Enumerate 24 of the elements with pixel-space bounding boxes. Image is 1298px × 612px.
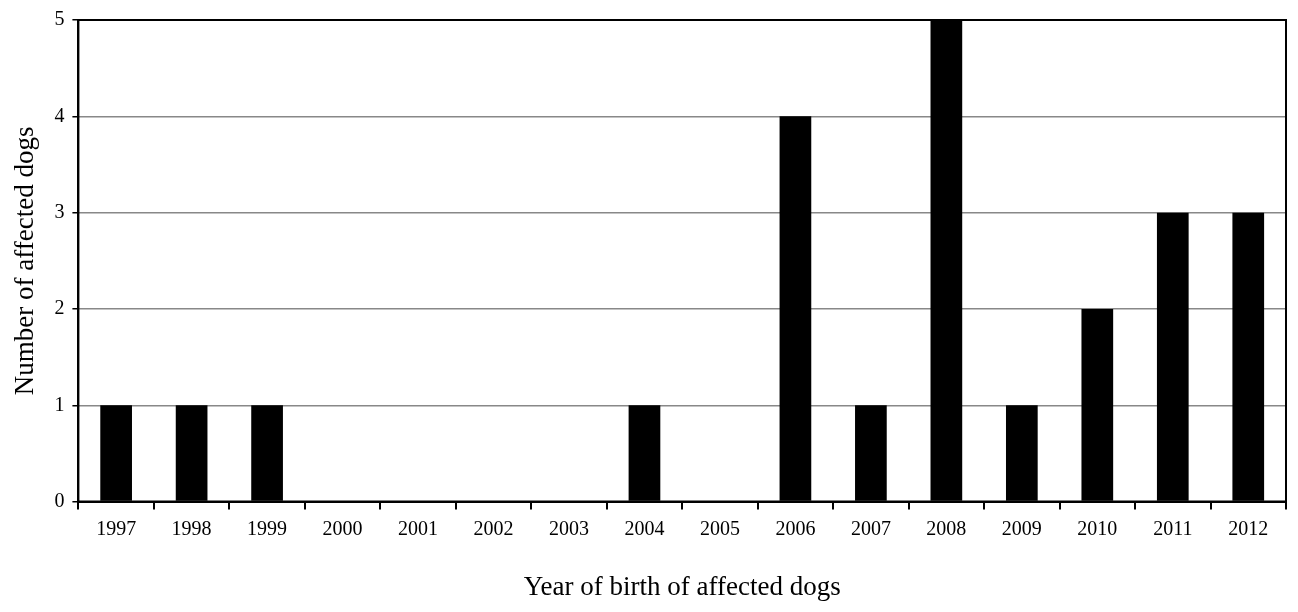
x-tick-label: 2003 (548, 516, 589, 539)
x-tick-label: 1999 (247, 516, 288, 539)
x-tick-label: 2010 (1077, 516, 1118, 539)
y-tick-label: 2 (54, 296, 65, 319)
y-axis-title: Number of affected dogs (9, 126, 40, 396)
x-tick-label: 2011 (1153, 516, 1193, 539)
x-tick-label: 2000 (322, 516, 363, 539)
x-tick-label: 1998 (171, 516, 212, 539)
x-tick-label: 1997 (96, 516, 137, 539)
x-tick-label: 2002 (473, 516, 514, 539)
x-tick-label: 2001 (398, 516, 439, 539)
x-tick-label: 2012 (1228, 516, 1269, 539)
x-tick-label: 2008 (926, 516, 967, 539)
x-axis-title: Year of birth of affected dogs (523, 570, 841, 601)
y-tick-label: 0 (54, 488, 65, 511)
x-tick-label: 2009 (1001, 516, 1042, 539)
x-tick-label: 2007 (850, 516, 891, 539)
x-tick-label: 2004 (624, 516, 665, 539)
y-tick-label: 1 (54, 392, 65, 415)
y-tick-label: 5 (54, 7, 65, 30)
x-tick-label: 2006 (775, 516, 816, 539)
y-tick-label: 3 (54, 199, 65, 222)
y-tick-label: 4 (54, 103, 65, 126)
x-tick-label: 2005 (699, 516, 740, 539)
